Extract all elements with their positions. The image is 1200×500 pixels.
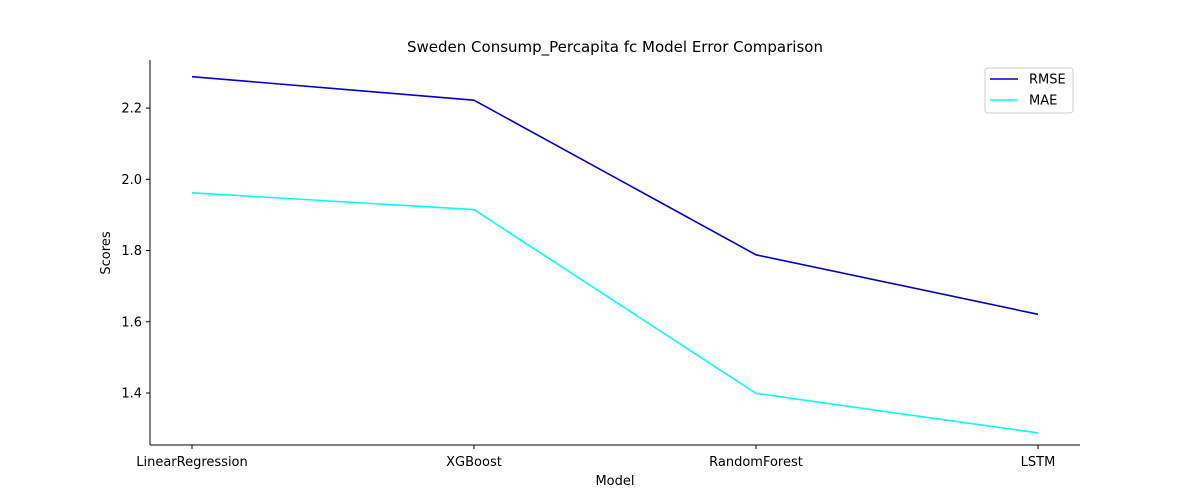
series-line-rmse — [191, 75, 1039, 316]
chart-title: Sweden Consump_Percapita fc Model Error … — [407, 38, 823, 57]
y-tick-label: 2.0 — [121, 173, 142, 188]
y-axis-label: Scores — [99, 231, 114, 274]
y-axis-ticks: 1.4 1.6 1.8 2.0 2.2 — [121, 102, 150, 402]
x-axis-ticks: LinearRegression XGBoost RandomForest LSTM — [136, 445, 1055, 470]
y-tick-label: 1.4 — [121, 387, 142, 402]
plot-area — [149, 60, 1080, 446]
legend-label-mae: MAE — [1029, 94, 1057, 109]
legend: RMSE MAE — [984, 67, 1074, 114]
legend-label-rmse: RMSE — [1029, 73, 1066, 88]
y-tick-label: 2.2 — [121, 102, 142, 117]
y-tick-label: 1.8 — [121, 244, 142, 259]
x-tick-label: LinearRegression — [136, 455, 248, 470]
x-tick-label: XGBoost — [446, 455, 502, 470]
series-line-mae — [191, 192, 1039, 434]
x-tick-label: LSTM — [1021, 455, 1056, 470]
x-axis-label: Model — [595, 474, 634, 489]
x-tick-label: RandomForest — [709, 455, 803, 470]
y-tick-label: 1.6 — [121, 315, 142, 330]
